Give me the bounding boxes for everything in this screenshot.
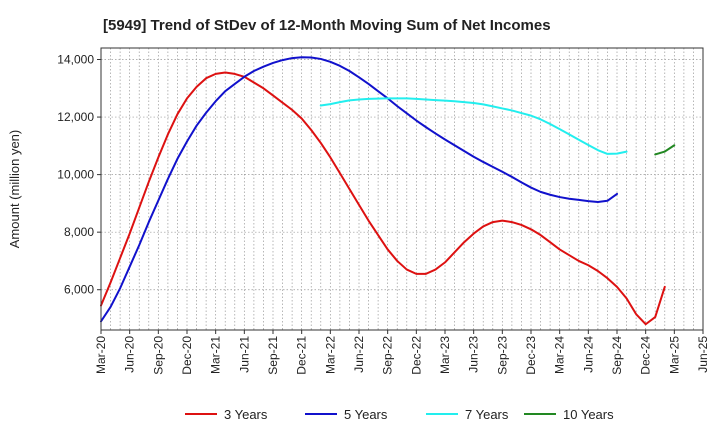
y-tick-label: 8,000 [64,225,94,239]
x-tick-label: Mar-21 [209,336,223,374]
x-tick-label: Sep-21 [266,336,280,375]
x-tick-label: Dec-24 [639,336,653,375]
legend-label: 5 Years [344,407,388,422]
x-axis-ticks: Mar-20 Jun-20 Sep-20 Dec-20 Mar-21 Jun-21 Sep-… [94,330,710,375]
legend-label: 10 Years [563,407,614,422]
x-tick-label: Jun-21 [237,336,251,373]
legend-label: 7 Years [465,407,509,422]
legend-item-7-years: 7 Years [426,407,509,422]
x-tick-label: Dec-21 [295,336,309,375]
x-tick-label: Sep-24 [610,336,624,375]
x-tick-label: Sep-23 [495,336,509,375]
x-tick-label: Mar-25 [667,336,681,374]
grid [100,48,704,330]
legend: 3 Years 5 Years 7 Years 10 Years [185,407,614,422]
x-tick-label: Mar-20 [94,336,108,374]
chart-title: [5949] Trend of StDev of 12-Month Moving… [103,17,551,34]
x-tick-label: Dec-23 [524,336,538,375]
y-tick-label: 14,000 [57,53,94,67]
x-tick-label: Jun-20 [123,336,137,373]
legend-item-5-years: 5 Years [305,407,388,422]
x-tick-label: Sep-20 [151,336,165,375]
legend-label: 3 Years [224,407,268,422]
y-axis-ticks: 6,000 8,000 10,000 12,000 14,000 [57,53,101,297]
x-tick-label: Mar-22 [323,336,337,374]
legend-item-3-years: 3 Years [185,407,268,422]
x-tick-label: Jun-23 [467,336,481,373]
x-tick-label: Mar-24 [553,336,567,374]
x-tick-label: Jun-22 [352,336,366,373]
x-tick-label: Mar-23 [438,336,452,374]
x-tick-label: Dec-20 [180,336,194,375]
legend-item-10-years: 10 Years [524,407,614,422]
x-tick-label: Dec-22 [409,336,423,375]
y-tick-label: 10,000 [57,168,94,182]
series-line-7-years [319,97,628,155]
plot-frame [100,47,704,331]
series-line-10-years [654,144,676,156]
series-lines [100,56,676,326]
x-tick-label: Jun-25 [696,336,710,373]
y-axis-label: Amount (million yen) [7,130,22,249]
x-tick-label: Jun-24 [581,336,595,373]
series-line-3-years [100,71,666,326]
series-line-5-years [100,56,618,323]
y-tick-label: 12,000 [57,110,94,124]
x-tick-label: Sep-22 [381,336,395,375]
y-tick-label: 6,000 [64,283,94,297]
